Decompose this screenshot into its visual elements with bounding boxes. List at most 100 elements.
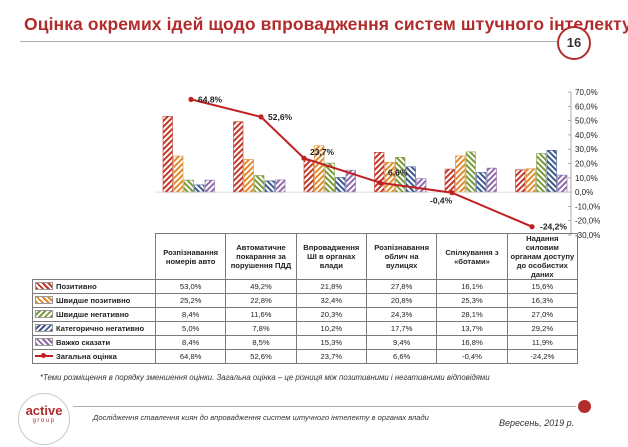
table-cell: 27,8% bbox=[365, 279, 438, 294]
footer-study-title: Дослідження ставлення киян до впроваджен… bbox=[93, 413, 429, 422]
table-cell: 16,3% bbox=[506, 293, 579, 308]
total-score-line-group: 64,8% 52,6% 23,7% 6,6% -0,4% -24,2% bbox=[188, 94, 567, 232]
bar-rather-positive bbox=[525, 168, 536, 193]
bar-positive bbox=[374, 152, 385, 193]
table-cell: -24,2% bbox=[506, 349, 579, 364]
y-tick-label: 0,0% bbox=[575, 188, 593, 197]
table-cell: 53,0% bbox=[154, 279, 227, 294]
row-label-text: Категорично негативно bbox=[56, 324, 145, 333]
table-cell: 64,8% bbox=[154, 349, 227, 364]
bar-rather-negative bbox=[536, 153, 547, 193]
table-cell: 20,3% bbox=[295, 307, 367, 322]
bar-positive bbox=[444, 168, 455, 193]
bar-strongly-negative bbox=[264, 180, 275, 193]
table-column-header: Автоматичне покарання за порушення ПДД bbox=[225, 233, 297, 280]
y-tick-label: -10,0% bbox=[575, 202, 600, 211]
table-cell: 29,2% bbox=[506, 321, 579, 336]
title-divider bbox=[20, 41, 557, 42]
total-score-line bbox=[190, 98, 533, 228]
y-tick-label: 40,0% bbox=[575, 131, 598, 140]
table-cell: 8,4% bbox=[154, 307, 227, 322]
table-cell: -0,4% bbox=[436, 349, 508, 364]
y-tick-label: 30,0% bbox=[575, 145, 598, 154]
table-cell: 20,8% bbox=[365, 293, 438, 308]
legend-swatch-orange-icon bbox=[35, 296, 53, 304]
legend-swatch-blue-icon bbox=[35, 324, 53, 332]
bar-strongly-negative bbox=[476, 172, 487, 193]
table-cell: 11,9% bbox=[506, 335, 579, 350]
table-cell: 22,8% bbox=[225, 293, 297, 308]
table-cell: 52,6% bbox=[225, 349, 297, 364]
total-score-point bbox=[377, 180, 383, 186]
data-table: Розпізнавання номерів авто Автоматичне п… bbox=[32, 233, 579, 364]
logo-name: active bbox=[25, 403, 63, 418]
table-cell: 24,3% bbox=[365, 307, 438, 322]
total-score-data-label: -0,4% bbox=[430, 196, 453, 206]
row-label: Позитивно bbox=[32, 279, 156, 294]
y-axis: 70,0% 60,0% 50,0% 40,0% 30,0% 20,0% 10,0% 0,0% -… bbox=[155, 88, 600, 240]
footer-divider bbox=[73, 406, 576, 407]
bar-positive bbox=[233, 121, 244, 193]
row-label-text: Важко сказати bbox=[56, 338, 111, 347]
table-column-header: Впровадження ШІ в органах влади bbox=[295, 233, 367, 280]
table-cell: 7,8% bbox=[225, 321, 297, 336]
table-cell: 6,6% bbox=[365, 349, 438, 364]
table-header-row: Розпізнавання номерів авто Автоматичне п… bbox=[33, 233, 579, 280]
table-cell: 23,7% bbox=[295, 349, 367, 364]
total-score-point bbox=[529, 224, 535, 230]
total-score-point bbox=[301, 155, 307, 161]
total-score-data-label: -24,2% bbox=[540, 222, 567, 232]
table-cell: 15,6% bbox=[506, 279, 579, 294]
bar-rather-positive bbox=[243, 159, 254, 193]
table-cell: 9,4% bbox=[365, 335, 438, 350]
total-score-point bbox=[258, 114, 264, 120]
table-cell: 25,3% bbox=[436, 293, 508, 308]
total-score-data-label: 52,6% bbox=[268, 112, 293, 122]
table-cell: 49,2% bbox=[225, 279, 297, 294]
table-cell: 27,0% bbox=[506, 307, 579, 322]
y-tick-label: -20,0% bbox=[575, 217, 600, 226]
bar-strongly-negative bbox=[335, 177, 346, 193]
bar-positive bbox=[515, 169, 526, 193]
footer-date: Вересень, 2019 р. bbox=[499, 418, 575, 428]
table-cell: 17,7% bbox=[365, 321, 438, 336]
table-corner bbox=[33, 234, 156, 280]
table-row: Швидше позитивно 25,2% 22,8% 32,4% 20,8%… bbox=[32, 293, 579, 308]
table-cell: 8,4% bbox=[154, 335, 227, 350]
bar-hard-to-say bbox=[204, 179, 215, 193]
row-label: Швидше позитивно bbox=[32, 293, 156, 308]
table-column-header: Надання силовим органам доступу до особи… bbox=[506, 233, 579, 280]
bar-rather-negative bbox=[254, 175, 265, 193]
bar-rather-positive bbox=[455, 155, 466, 193]
bar-hard-to-say bbox=[557, 174, 568, 193]
bar-positive bbox=[303, 160, 314, 193]
y-tick-label: 70,0% bbox=[575, 88, 598, 97]
total-score-point bbox=[449, 190, 455, 196]
table-cell: 13,7% bbox=[436, 321, 508, 336]
page-number-badge: 16 bbox=[557, 26, 591, 60]
bar-hard-to-say bbox=[416, 178, 427, 193]
legend-swatch-green-icon bbox=[35, 310, 53, 318]
row-label-text: Швидше позитивно bbox=[56, 296, 131, 305]
table-column-header: Спілкування з «ботами» bbox=[436, 233, 508, 280]
total-score-data-label: 64,8% bbox=[198, 94, 223, 104]
table-cell: 32,4% bbox=[295, 293, 367, 308]
table-column-header: Розпізнавання номерів авто bbox=[154, 233, 227, 280]
bar-rather-negative bbox=[465, 151, 476, 193]
bar-rather-negative bbox=[183, 179, 194, 193]
table-cell: 8,5% bbox=[225, 335, 297, 350]
row-label-text: Позитивно bbox=[56, 282, 97, 291]
table-cell: 28,1% bbox=[436, 307, 508, 322]
bar-strongly-negative bbox=[546, 150, 557, 193]
total-score-data-label: 23,7% bbox=[310, 147, 335, 157]
table-cell: 16,1% bbox=[436, 279, 508, 294]
table-row: Позитивно 53,0% 49,2% 21,8% 27,8% 16,1% … bbox=[32, 279, 579, 294]
table-row: Швидше негативно 8,4% 11,6% 20,3% 24,3% … bbox=[32, 307, 579, 322]
row-label: Категорично негативно bbox=[32, 321, 156, 336]
table-cell: 25,2% bbox=[154, 293, 227, 308]
table-cell: 5,0% bbox=[154, 321, 227, 336]
y-tick-label: 10,0% bbox=[575, 174, 598, 183]
logo-subtitle: group bbox=[32, 418, 56, 424]
row-label: Важко сказати bbox=[32, 335, 156, 350]
footnote: *Теми розміщення в порядку зменшення оці… bbox=[40, 373, 490, 382]
